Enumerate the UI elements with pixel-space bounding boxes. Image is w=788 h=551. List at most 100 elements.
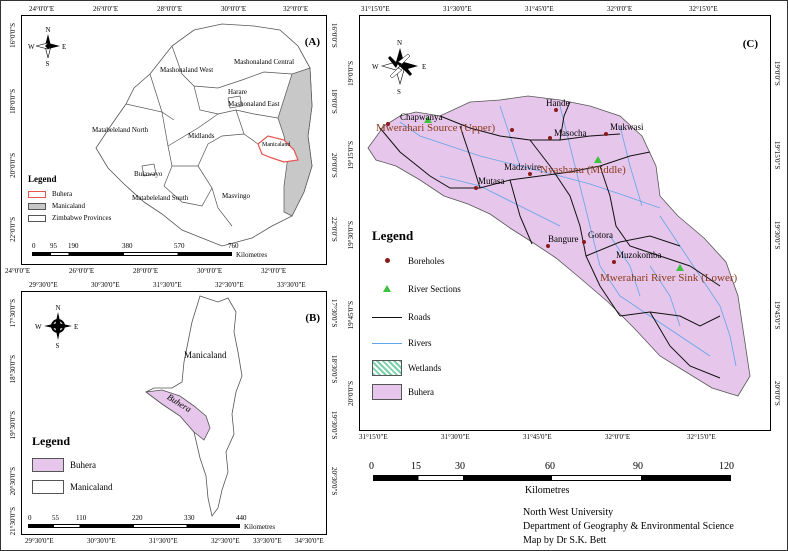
panel-c-bottom-coord: 31°30'0"E xyxy=(441,433,470,441)
panel-b-label: (B) xyxy=(305,312,320,324)
legend-item-wetlands: Wetlands xyxy=(372,360,441,376)
place-label: Masvingo xyxy=(222,192,250,200)
legend-label: Wetlands xyxy=(408,363,442,373)
place-label: Manicaland xyxy=(262,142,291,148)
panel-c-right-coord: 19°30'0"S xyxy=(773,221,781,250)
scale-bar-c: 0 15 30 60 90 120 Kilometres xyxy=(369,461,769,501)
panel-b-right-coord: 17°30'0"S xyxy=(330,299,338,328)
panel-a-right-coord: 20°0'0"S xyxy=(330,153,338,178)
panel-b-bottom-coord: 34°30'0"E xyxy=(295,537,324,545)
manicaland-map: N S W E xyxy=(35,295,243,517)
borehole-points xyxy=(386,108,616,264)
borehole-label: Mutasa xyxy=(478,176,505,186)
legend-item-buhera-c: Buhera xyxy=(372,384,434,400)
panel-a: 24°0'0"E 26°0'0"E 28°0'0"E 30°0'0"E 32°0… xyxy=(5,5,341,279)
credit-university: North West University xyxy=(523,507,614,518)
north-arrow-c: N S W E xyxy=(372,39,426,96)
scale-unit: Kilometres xyxy=(525,485,570,496)
scale-unit: Kilometres xyxy=(244,523,276,531)
svg-text:N: N xyxy=(56,304,61,312)
scale-tick: 30 xyxy=(455,461,465,472)
panel-c: 31°15'0"E 31°30'0"E 31°45'0"E 32°0'0"E 3… xyxy=(345,5,785,451)
panel-b-bottom-coord: 32°30'0"E xyxy=(211,537,240,545)
svg-text:E: E xyxy=(62,43,66,51)
panel-b-top-coord: 29°30'0"E xyxy=(29,281,58,289)
zimbabwe-map: N S W E xyxy=(28,23,313,247)
legend-title-c: Legend xyxy=(372,228,414,243)
panel-c-top-coord: 31°45'0"E xyxy=(525,5,554,13)
panel-c-right-coord: 19°45'0"S xyxy=(773,301,781,330)
borehole-label: Gotora xyxy=(588,230,613,240)
scale-tick: 380 xyxy=(122,242,133,250)
scale-tick: 60 xyxy=(545,461,555,472)
panel-b-left-coord: 21°30'0"S xyxy=(9,507,17,536)
legend-label: Manicaland xyxy=(70,482,113,492)
panel-a-top-coord: 26°0'0"E xyxy=(93,5,119,13)
borehole-label: Bangure xyxy=(548,234,579,244)
panel-a-top-coord: 28°0'0"E xyxy=(157,5,183,13)
panel-a-bottom-coord: 28°0'0"E xyxy=(133,267,159,275)
scale-bar-graphic xyxy=(32,252,232,256)
panel-b-right-coord: 20°30'0"S xyxy=(330,467,338,496)
scale-unit: Kilometres xyxy=(236,251,268,259)
legend-item-rivers: Rivers xyxy=(372,338,432,348)
place-label: Manicaland xyxy=(184,350,227,360)
panel-a-bottom-coord: 30°0'0"E xyxy=(197,267,223,275)
legend-label: Buhera xyxy=(70,460,96,470)
svg-text:N: N xyxy=(46,26,51,34)
wetland-hatch-icon xyxy=(372,360,402,376)
legend-item-manicaland-a: Manicaland xyxy=(28,202,85,210)
legend-item-provinces-a: Zimbabwe Provinces xyxy=(28,214,111,222)
north-arrow-a: N S W E xyxy=(28,26,66,68)
panel-b-frame: N S W E (B) Manicaland Buhera Legend Buh… xyxy=(21,291,327,535)
panel-c-bottom-coord: 32°15'0"E xyxy=(687,433,716,441)
panel-b-top-coord: 31°30'0"E xyxy=(153,281,182,289)
legend-title-a: Legend xyxy=(28,174,57,184)
legend-item-buhera-a: Buhera xyxy=(28,190,72,198)
panel-b-bottom-coord: 31°30'0"E xyxy=(149,537,178,545)
panel-a-frame: N S W E (A) Mashonaland Central Mashonal… xyxy=(21,15,327,265)
buhera-area-b xyxy=(144,389,211,441)
buhera-outline-a xyxy=(257,135,299,163)
place-label: Midlands xyxy=(188,132,215,140)
scale-tick: 190 xyxy=(68,242,79,250)
place-label: Harare xyxy=(228,88,248,96)
svg-text:E: E xyxy=(422,63,426,71)
place-label: Matabeleland North xyxy=(92,126,149,134)
legend-swatch xyxy=(28,202,46,210)
borehole-label: Hande xyxy=(546,98,570,108)
scale-bar-graphic xyxy=(28,524,240,528)
river-section-points xyxy=(424,116,684,271)
svg-text:W: W xyxy=(372,63,379,71)
legend-item-buhera-b: Buhera xyxy=(32,458,96,472)
river-section-label: Mwerahari Source (Upper) xyxy=(376,122,496,134)
panel-c-bottom-coord: 31°15'0"E xyxy=(359,433,388,441)
svg-text:S: S xyxy=(56,342,60,350)
scale-tick: 220 xyxy=(132,514,143,522)
scale-tick: 330 xyxy=(184,514,195,522)
svg-text:E: E xyxy=(74,323,78,331)
rivers xyxy=(399,105,737,367)
legend-swatch xyxy=(28,214,46,222)
panel-c-right-coord: 20°0'0"S xyxy=(773,381,781,406)
scale-tick: 440 xyxy=(236,514,247,522)
buhera-map: N S W E xyxy=(367,39,751,397)
panel-a-top-coord: 32°0'0"E xyxy=(283,5,309,13)
borehole-label: Mukwasi xyxy=(610,122,644,132)
panel-a-left-coord: 18°0'0"S xyxy=(9,89,17,114)
legend-label: Buhera xyxy=(52,190,73,198)
legend-title-b: Legend xyxy=(32,434,71,448)
panel-a-right-coord: 22°0'0"S xyxy=(330,217,338,242)
panel-b-bottom-coord: 29°30'0"E xyxy=(25,537,54,545)
place-label: Mashonaland East xyxy=(228,100,280,108)
borehole-label: Muzokomba xyxy=(616,250,662,260)
buhera-area-c xyxy=(367,95,751,397)
legend-swatch xyxy=(372,384,402,400)
svg-text:W: W xyxy=(28,43,35,51)
legend-item-boreholes: Boreholes xyxy=(372,256,445,266)
panel-b-left-coord: 17°30'0"S xyxy=(9,299,17,328)
panel-c-left-coord: 19°0'0"S xyxy=(347,61,355,86)
scale-tick: 120 xyxy=(719,461,734,472)
scale-tick: 15 xyxy=(411,461,421,472)
legend-label: River Sections xyxy=(408,284,461,294)
